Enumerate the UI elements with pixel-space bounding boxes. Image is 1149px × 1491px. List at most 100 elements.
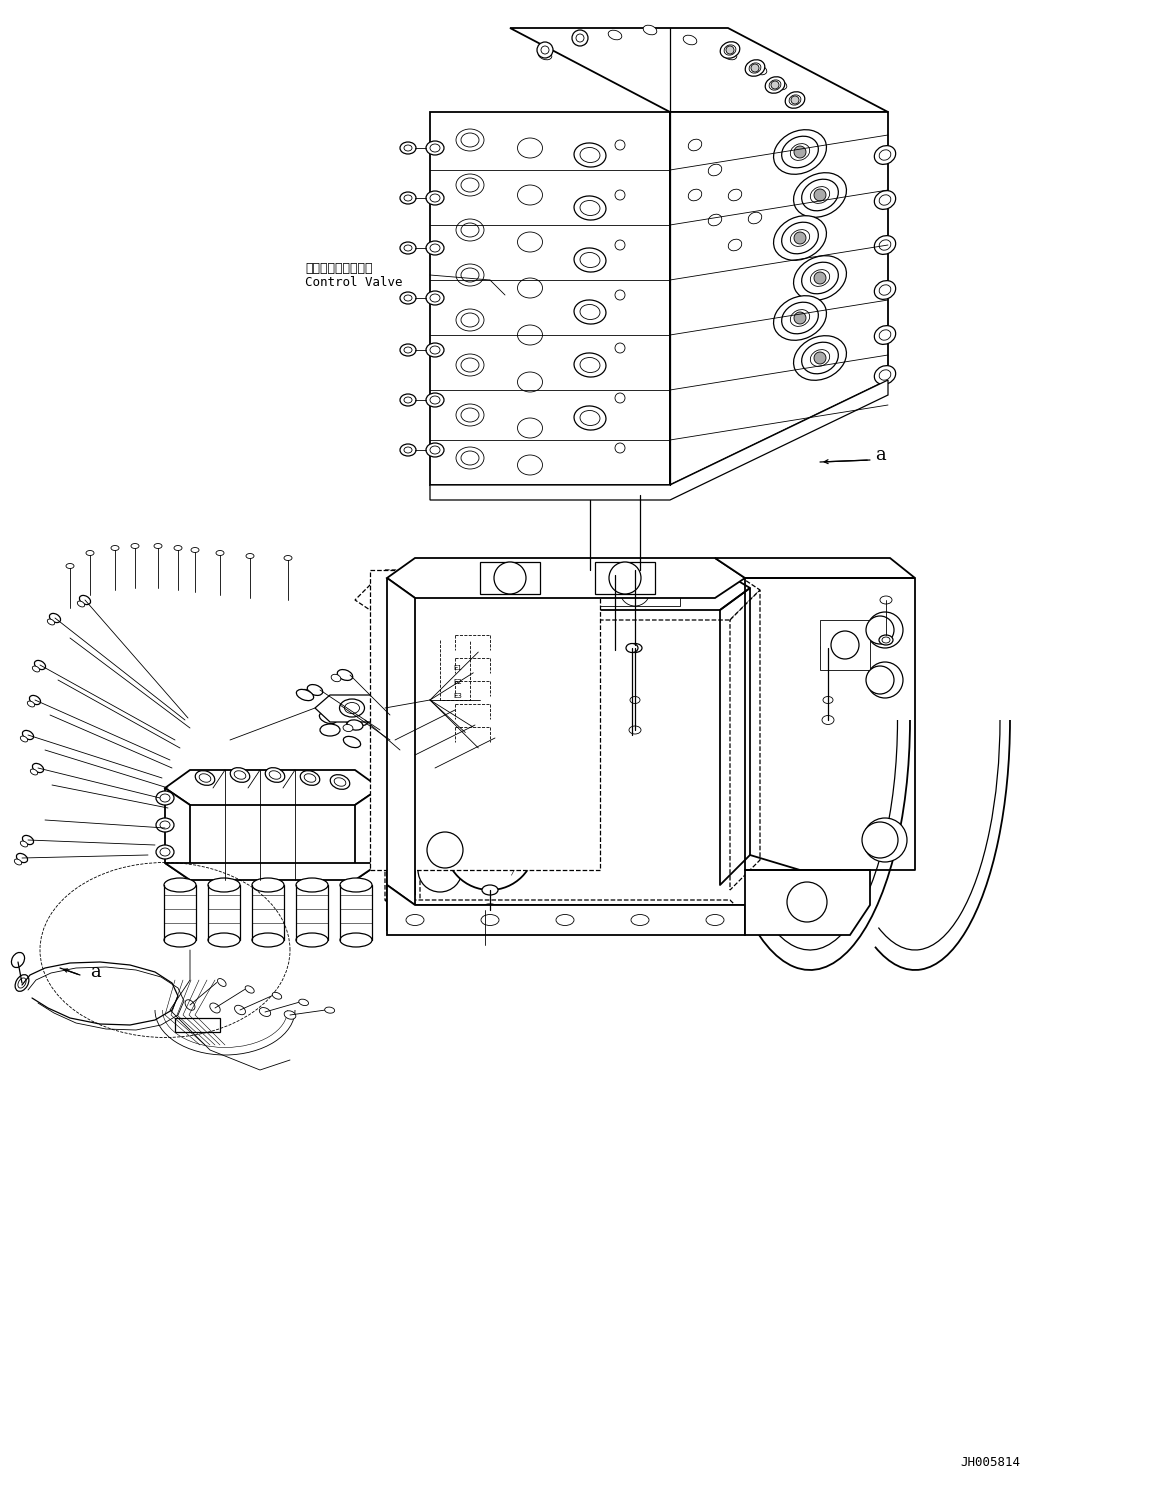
Ellipse shape [794, 173, 847, 218]
Ellipse shape [466, 915, 483, 924]
Ellipse shape [164, 878, 196, 892]
Ellipse shape [426, 343, 444, 356]
Ellipse shape [456, 264, 484, 286]
Circle shape [813, 189, 826, 201]
Ellipse shape [426, 291, 444, 306]
Ellipse shape [580, 358, 600, 373]
Text: E1: E1 [453, 665, 462, 671]
Ellipse shape [160, 795, 170, 802]
Ellipse shape [794, 255, 847, 300]
Ellipse shape [404, 347, 412, 353]
Ellipse shape [234, 1005, 246, 1015]
Polygon shape [470, 576, 560, 605]
Ellipse shape [574, 406, 606, 429]
Polygon shape [370, 570, 600, 871]
Ellipse shape [754, 66, 766, 75]
Ellipse shape [517, 325, 542, 344]
Ellipse shape [23, 731, 33, 740]
Ellipse shape [874, 146, 896, 164]
Polygon shape [387, 592, 415, 895]
Ellipse shape [21, 841, 28, 847]
Ellipse shape [216, 550, 224, 556]
Circle shape [502, 743, 538, 778]
Ellipse shape [325, 1006, 334, 1014]
Ellipse shape [334, 778, 346, 786]
Ellipse shape [445, 830, 535, 860]
Ellipse shape [426, 142, 444, 155]
Ellipse shape [426, 394, 444, 407]
Ellipse shape [272, 993, 282, 999]
Ellipse shape [15, 975, 29, 992]
Ellipse shape [380, 735, 394, 746]
Circle shape [494, 562, 526, 593]
Ellipse shape [296, 689, 314, 701]
Circle shape [615, 140, 625, 151]
Ellipse shape [404, 145, 412, 151]
Ellipse shape [11, 953, 24, 968]
Ellipse shape [461, 224, 479, 237]
Ellipse shape [705, 914, 724, 926]
Polygon shape [730, 590, 759, 890]
Ellipse shape [338, 669, 353, 680]
Ellipse shape [879, 635, 893, 646]
Ellipse shape [345, 702, 360, 714]
Text: a: a [876, 446, 886, 464]
Ellipse shape [630, 696, 640, 704]
Ellipse shape [879, 330, 890, 340]
Ellipse shape [269, 771, 280, 780]
Ellipse shape [340, 933, 372, 947]
Circle shape [615, 394, 625, 403]
Ellipse shape [404, 295, 412, 301]
Ellipse shape [580, 410, 600, 425]
Ellipse shape [421, 763, 434, 772]
Ellipse shape [210, 1003, 221, 1012]
Ellipse shape [791, 143, 810, 161]
Circle shape [794, 146, 805, 158]
Ellipse shape [412, 768, 422, 774]
Circle shape [726, 46, 734, 54]
Ellipse shape [573, 36, 587, 45]
Ellipse shape [79, 595, 91, 604]
Ellipse shape [748, 212, 762, 224]
Ellipse shape [626, 644, 638, 653]
Ellipse shape [785, 92, 804, 109]
Circle shape [867, 611, 903, 649]
Ellipse shape [173, 546, 182, 550]
Ellipse shape [882, 637, 890, 643]
Ellipse shape [430, 346, 440, 353]
Ellipse shape [284, 556, 292, 561]
Circle shape [867, 662, 903, 698]
Ellipse shape [400, 394, 416, 406]
Ellipse shape [30, 769, 38, 775]
Ellipse shape [191, 547, 199, 553]
Circle shape [787, 883, 827, 921]
Polygon shape [165, 789, 190, 880]
Ellipse shape [708, 215, 722, 225]
Polygon shape [387, 877, 759, 930]
Ellipse shape [538, 51, 552, 60]
Ellipse shape [156, 845, 173, 859]
Ellipse shape [456, 219, 484, 242]
Ellipse shape [426, 191, 444, 204]
Ellipse shape [340, 878, 372, 892]
Ellipse shape [484, 907, 496, 914]
Ellipse shape [372, 740, 381, 746]
Ellipse shape [874, 365, 896, 385]
Circle shape [615, 343, 625, 353]
Ellipse shape [252, 878, 284, 892]
Ellipse shape [461, 177, 479, 192]
Ellipse shape [456, 174, 484, 195]
Ellipse shape [688, 189, 702, 201]
Ellipse shape [319, 713, 337, 723]
Circle shape [615, 240, 625, 250]
Ellipse shape [822, 643, 835, 653]
Polygon shape [520, 672, 550, 686]
Ellipse shape [879, 195, 890, 206]
Ellipse shape [430, 294, 440, 303]
Text: コントロールバルブ: コントロールバルブ [304, 261, 372, 274]
Ellipse shape [765, 76, 785, 94]
Ellipse shape [111, 546, 119, 550]
Ellipse shape [430, 245, 440, 252]
Ellipse shape [304, 774, 316, 783]
Ellipse shape [430, 397, 440, 404]
